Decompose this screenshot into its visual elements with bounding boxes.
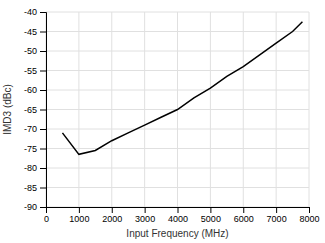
y-tick: -80 [24,163,46,173]
plot: 010002000300040005000600070008000-90-85-… [24,7,320,224]
x-tick: 6000 [234,207,254,224]
grid-line-y [46,187,309,188]
x-tick: 2000 [102,207,122,224]
line [62,22,302,155]
x-tick-mark [178,207,179,213]
x-tick-label: 3000 [135,214,155,224]
marks [62,22,302,155]
y-tick-label: -90 [24,202,37,212]
x-tick: 7000 [267,207,287,224]
y-tick-mark [40,32,46,33]
y-tick: -60 [24,85,46,95]
y-tick: -70 [24,124,46,134]
y-tick-label: -85 [24,183,37,193]
y-tick-label: -50 [24,46,37,56]
y-tick-label: -65 [24,105,37,115]
x-axis: 0 1000 2000 3000 4000 5000 6000 7000 8000 [44,207,320,224]
x-tick: 5000 [201,207,221,224]
y-tick: -90 [24,202,46,212]
grid-line-y [46,31,309,32]
x-tick-mark [309,207,310,213]
y-tick-label: -55 [24,66,37,76]
y-tick-mark [40,168,46,169]
y-tick-mark [40,12,46,13]
grid-line-y [46,70,309,71]
y-tick: -55 [24,66,46,76]
grid-line-y [46,90,309,91]
x-tick-label: 5000 [201,214,221,224]
x-tick: 0 [44,207,49,224]
grid-line-y [46,12,309,13]
x-tick-mark [145,207,146,213]
x-tick-mark [210,207,211,213]
x-axis-line [47,208,310,214]
y-tick: -65 [24,105,46,115]
grid-line-y [46,148,309,149]
y-tick: -40 [24,7,46,17]
y-tick-label: -45 [24,27,37,37]
x-tick-mark [112,207,113,213]
y-tick-label: -70 [24,124,37,134]
grid-line-y [46,168,309,169]
y-tick: -75 [24,144,46,154]
grid-line-y [46,129,309,130]
x-tick: 1000 [69,207,89,224]
y-axis-title: IMD3 (dBc) [2,84,13,135]
y-tick-label: -75 [24,144,37,154]
x-tick-mark [276,207,277,213]
y-tick: -50 [24,46,46,56]
x-tick-mark [243,207,244,213]
x-tick-label: 8000 [299,214,319,224]
y-tick-mark [40,149,46,150]
y-tick-label: -80 [24,163,37,173]
grid-line-y [46,51,309,52]
x-tick-label: 2000 [102,214,122,224]
x-tick-label: 6000 [234,214,254,224]
x-axis-title: Input Frequency (MHz) [126,228,228,239]
x-tick: 3000 [135,207,155,224]
y-tick-label: -40 [24,7,37,17]
y-axis-line [40,13,47,208]
x-tick: 8000 [299,207,319,224]
x-tick-label: 0 [44,214,49,224]
y-tick-mark [40,129,46,130]
y-tick-label: -60 [24,85,37,95]
x-tick-label: 4000 [168,214,188,224]
y-axis: -90 -85 -80 -75 -70 -65 -60 -55 -50 -45 -40 [24,7,47,212]
y-tick-mark [40,90,46,91]
y-tick-mark [40,51,46,52]
grid [46,12,309,207]
y-tick-mark [40,207,46,208]
x-tick-label: 7000 [267,214,287,224]
y-tick-mark [40,110,46,111]
y-tick-mark [40,188,46,189]
x-tick-label: 1000 [69,214,89,224]
x-tick: 4000 [168,207,188,224]
y-tick-mark [40,71,46,72]
y-tick: -85 [24,183,46,193]
chart: 010002000300040005000600070008000-90-85-… [0,0,325,243]
x-tick-mark [79,207,80,213]
y-tick: -45 [24,27,46,37]
